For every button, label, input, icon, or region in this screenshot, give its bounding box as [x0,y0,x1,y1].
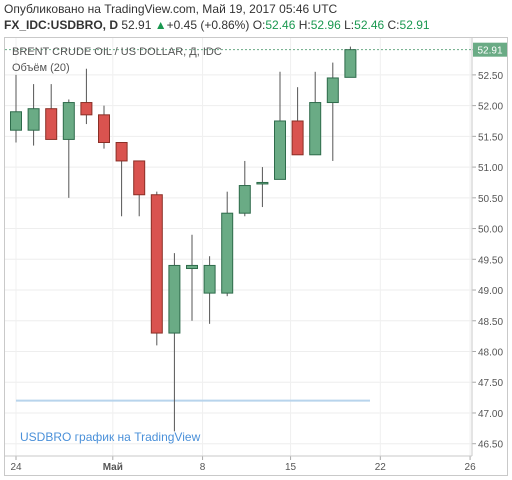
quote-line: FX_IDC:USDBRO, D 52.91 ▲+0.45 (+0.86%) O… [4,18,430,32]
y-tick-label: 51.50 [478,132,503,143]
x-tick-label: 24 [10,462,22,473]
x-tick-label: Май [103,462,123,473]
chart-legend-title: BRENT CRUDE OIL / US DOLLAR, Д, IDC [12,46,222,58]
candle-body [291,120,304,156]
volume-legend: Объём (20) [12,62,70,74]
price-change: +0.45 (+0.86%) [166,18,250,32]
candle-body [27,108,40,131]
y-tick-label: 51.00 [478,163,503,174]
symbol-label: FX_IDC:USDBRO, D [4,18,119,32]
last-price-tag-label: 52.91 [477,46,502,57]
y-tick-label: 49.00 [478,286,503,297]
candle-body [80,102,93,116]
candle-body [62,102,75,140]
x-tick-label: 22 [375,462,387,473]
candle-body [115,142,128,162]
candle-body [344,49,357,78]
chart-frame [4,37,508,476]
y-tick-label: 52.00 [478,102,503,113]
y-tick-label: 47.50 [478,378,503,389]
candle-body [150,194,163,334]
candle-body [133,160,146,196]
last-price-tag [473,42,507,57]
close-value: 52.91 [399,18,430,32]
high-value: 52.96 [310,18,341,32]
candle-body [326,77,339,104]
change-arrow-icon: ▲ [154,18,167,32]
y-tick-label: 50.50 [478,194,503,205]
candle-body [98,114,110,143]
low-label: L: [344,18,355,32]
candle-body [203,264,216,294]
y-tick-label: 52.50 [478,71,503,82]
x-tick-label: 15 [285,462,297,473]
y-tick-label: 49.50 [478,255,503,266]
candle-body [45,108,58,140]
candle-body [221,212,234,294]
open-label: O: [252,18,266,32]
low-value: 52.46 [354,18,385,32]
candle-body [309,102,322,156]
candle-body [256,181,269,185]
x-tick-label: 8 [200,462,206,473]
close-label: C: [387,18,400,32]
tradingview-watermark[interactable]: USDBRO график на TradingView [20,430,201,444]
y-tick-label: 46.50 [478,440,503,451]
candle-body [274,120,286,180]
y-tick-label: 50.00 [478,225,503,236]
open-value: 52.46 [265,18,296,32]
candle-body [168,264,181,334]
y-tick-label: 47.00 [478,409,503,420]
candle-body [186,264,198,270]
y-tick-label: 48.00 [478,348,503,359]
high-label: H: [298,18,311,32]
x-tick-label: 26 [465,462,477,473]
published-caption: Опубликовано на TradingView.com, Май 19,… [4,2,338,16]
y-tick-label: 48.50 [478,317,503,328]
candle-body [238,185,251,214]
candle-body [10,111,22,131]
last-price: 52.91 [121,18,152,32]
